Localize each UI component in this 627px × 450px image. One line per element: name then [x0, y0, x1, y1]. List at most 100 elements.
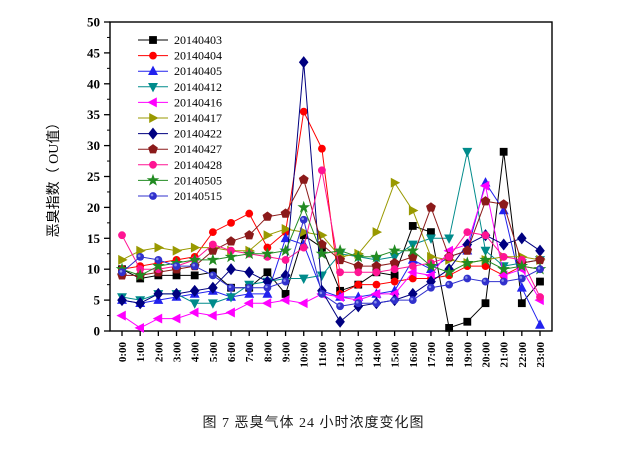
data-point-marker [390, 265, 399, 274]
data-point-marker [134, 322, 145, 333]
data-point-marker [515, 259, 529, 272]
data-point-marker [483, 279, 486, 282]
data-point-marker [227, 218, 235, 227]
data-point-marker [298, 174, 309, 184]
data-point-marker [263, 268, 272, 277]
data-point-marker [499, 252, 508, 261]
data-point-marker [245, 209, 254, 218]
data-point-marker [370, 250, 383, 263]
data-point-marker [335, 315, 345, 328]
x-tick-label: 10:00 [299, 342, 311, 368]
data-point-marker [192, 263, 195, 267]
data-point-marker [135, 297, 146, 310]
data-point-marker [537, 266, 541, 270]
data-point-marker [498, 199, 509, 209]
data-point-marker [136, 245, 146, 256]
data-point-marker [536, 277, 544, 286]
data-point-marker [461, 256, 474, 269]
y-tick-label: 15 [87, 231, 101, 246]
data-point-marker [501, 279, 504, 282]
x-tick-label: 0:00 [117, 342, 129, 363]
data-point-marker [265, 285, 268, 289]
data-point-marker [299, 107, 308, 116]
data-point-marker [190, 262, 199, 271]
data-point-marker [190, 271, 199, 280]
x-tick-label: 14:00 [371, 342, 383, 368]
data-point-marker [136, 252, 145, 261]
data-point-marker [372, 280, 381, 289]
x-tick-label: 22:00 [517, 342, 529, 368]
data-point-marker [148, 127, 158, 140]
data-point-marker [481, 299, 490, 308]
data-point-marker [279, 295, 290, 306]
data-point-marker [408, 262, 417, 271]
data-point-marker [119, 269, 123, 273]
y-tick-label: 10 [87, 262, 100, 277]
data-point-marker [536, 265, 544, 274]
x-tick-label: 3:00 [172, 342, 184, 363]
data-point-marker [426, 202, 436, 212]
x-tick-label: 13:00 [353, 342, 365, 368]
data-point-marker [424, 259, 438, 272]
data-point-marker [280, 208, 291, 218]
legend-label: 20140427 [174, 142, 222, 156]
data-point-marker [336, 268, 344, 277]
data-point-marker [481, 277, 490, 286]
legend-label: 20140422 [174, 127, 222, 141]
data-point-marker [517, 274, 526, 283]
data-point-marker [149, 160, 157, 169]
data-point-marker [406, 244, 420, 256]
data-point-marker [154, 256, 163, 264]
data-point-marker [226, 236, 236, 246]
data-point-marker [149, 51, 157, 60]
data-point-marker [354, 299, 363, 308]
legend-item-20140403: 20140403 [138, 33, 222, 47]
data-point-marker [355, 300, 359, 304]
data-point-marker [246, 285, 250, 289]
data-point-marker [319, 291, 323, 295]
data-point-marker [244, 230, 255, 240]
data-point-marker [427, 228, 435, 237]
data-point-marker [244, 266, 255, 279]
data-point-marker [372, 299, 381, 308]
x-tick-label: 9:00 [281, 342, 293, 363]
data-point-marker [354, 268, 363, 277]
data-point-marker [315, 247, 329, 260]
data-point-marker [498, 238, 509, 251]
data-point-marker [208, 271, 217, 280]
data-point-marker [374, 300, 377, 304]
y-tick-label: 5 [94, 293, 101, 308]
data-point-marker [137, 254, 141, 258]
data-point-marker [535, 244, 545, 257]
x-axis: 0:00 1:00 2:00 3:00 4:00 5:00 6:00 7:00 8:00 9:00… [117, 331, 547, 368]
x-tick-label: 15:00 [390, 342, 402, 368]
data-point-marker [462, 147, 473, 158]
data-point-marker [318, 166, 326, 175]
legend-label: 20140505 [174, 173, 222, 187]
legend-item-20140515: 20140515 [138, 189, 222, 203]
legend-label: 20140403 [174, 33, 222, 47]
x-tick-label: 17:00 [426, 342, 438, 368]
y-tick-label: 30 [87, 138, 100, 153]
data-point-marker [427, 251, 437, 262]
y-tick-label: 40 [87, 76, 100, 91]
data-point-marker [281, 277, 290, 286]
data-point-marker [283, 279, 286, 282]
data-point-marker [465, 276, 468, 279]
data-point-marker [334, 292, 344, 302]
data-point-marker [516, 282, 527, 292]
legend-label: 20140404 [174, 49, 222, 63]
x-tick-label: 16:00 [408, 342, 420, 368]
data-point-marker [318, 144, 326, 153]
legend-label: 20140412 [174, 80, 222, 94]
data-point-marker [318, 230, 328, 241]
data-point-marker [189, 284, 200, 297]
data-point-marker [336, 302, 344, 311]
data-point-marker [117, 294, 127, 307]
legend-item-20140405: 20140405 [138, 64, 222, 78]
data-point-marker [208, 228, 217, 237]
data-point-marker [118, 254, 128, 265]
data-point-marker [153, 287, 164, 300]
x-tick-label: 5:00 [208, 342, 220, 363]
